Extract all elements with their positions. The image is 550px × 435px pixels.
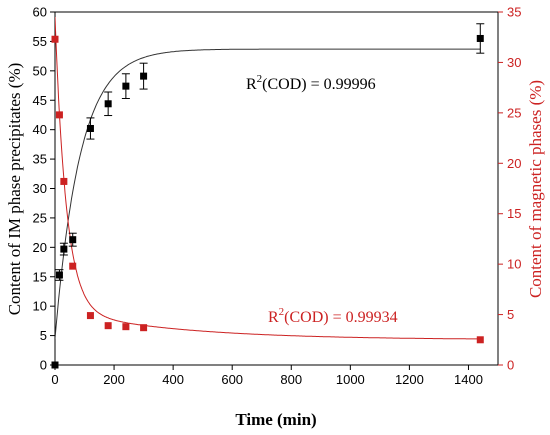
right-y-axis: 0 5 10 15 20 25 30 35 (498, 5, 521, 373)
data-point-im (104, 100, 112, 108)
data-point-im (51, 361, 59, 369)
x-tick-label: 800 (280, 372, 302, 387)
right-y-tick-label: 5 (507, 307, 514, 322)
data-point-im (122, 82, 130, 90)
right-y-tick-label: 10 (507, 257, 521, 272)
x-tick-label: 600 (221, 372, 243, 387)
fit-curves (55, 16, 481, 340)
right-y-axis-title: Content of magnetic phases (%) (526, 80, 545, 298)
left-y-tick-label: 25 (33, 210, 47, 225)
left-y-tick-label: 50 (33, 63, 47, 78)
left-y-tick-label: 0 (40, 358, 47, 373)
left-y-tick-label: 30 (33, 181, 47, 196)
left-y-tick-label: 40 (33, 122, 47, 137)
right-y-tick-label: 15 (507, 206, 521, 221)
x-axis-title: Time (min) (235, 410, 316, 429)
left-y-tick-label: 60 (33, 5, 47, 20)
data-point-magnetic (60, 177, 68, 185)
left-y-axis: 0 5 10 15 20 25 30 35 40 45 50 55 60 (33, 5, 55, 373)
x-tick-label: 400 (162, 372, 184, 387)
left-y-tick-label: 20 (33, 240, 47, 255)
data-point-im (476, 34, 484, 42)
data-point-magnetic (51, 35, 59, 43)
data-point-im (60, 245, 68, 253)
data-point-im (140, 72, 148, 80)
x-tick-label: 200 (103, 372, 125, 387)
left-y-tick-label: 15 (33, 269, 47, 284)
fit-curve-magnetic (55, 16, 481, 340)
x-tick-label: 1200 (395, 372, 424, 387)
data-point-im (69, 236, 77, 244)
left-y-tick-label: 55 (33, 34, 47, 49)
data-point-im (55, 271, 63, 279)
x-tick-label: 1000 (336, 372, 365, 387)
data-point-magnetic (122, 323, 130, 331)
left-y-tick-label: 45 (33, 93, 47, 108)
data-point-magnetic (476, 336, 484, 344)
x-tick-label: 1400 (454, 372, 483, 387)
fit-curve-im (55, 48, 481, 339)
left-y-tick-label: 10 (33, 299, 47, 314)
right-y-tick-label: 20 (507, 156, 521, 171)
data-point-magnetic (55, 111, 63, 119)
x-tick-label: 0 (51, 372, 58, 387)
left-y-axis-title: Content of IM phase precipitates (%) (5, 63, 24, 316)
fit-annotation-im: R2(COD) = 0.99996 (246, 73, 376, 93)
left-y-tick-label: 5 (40, 328, 47, 343)
data-point-magnetic (104, 322, 112, 330)
x-axis: 0 200 400 600 800 1000 1200 1400 (51, 365, 483, 387)
data-point-magnetic (86, 312, 94, 320)
fit-annotation-magnetic: R2(COD) = 0.99934 (268, 306, 398, 326)
data-points (51, 23, 485, 369)
right-y-tick-label: 30 (507, 55, 521, 70)
data-point-magnetic (140, 324, 148, 332)
data-point-magnetic (69, 262, 77, 270)
right-y-tick-label: 0 (507, 358, 514, 373)
right-y-tick-label: 25 (507, 105, 521, 120)
data-point-im (86, 124, 94, 132)
right-y-tick-label: 35 (507, 5, 521, 20)
left-y-tick-label: 35 (33, 152, 47, 167)
